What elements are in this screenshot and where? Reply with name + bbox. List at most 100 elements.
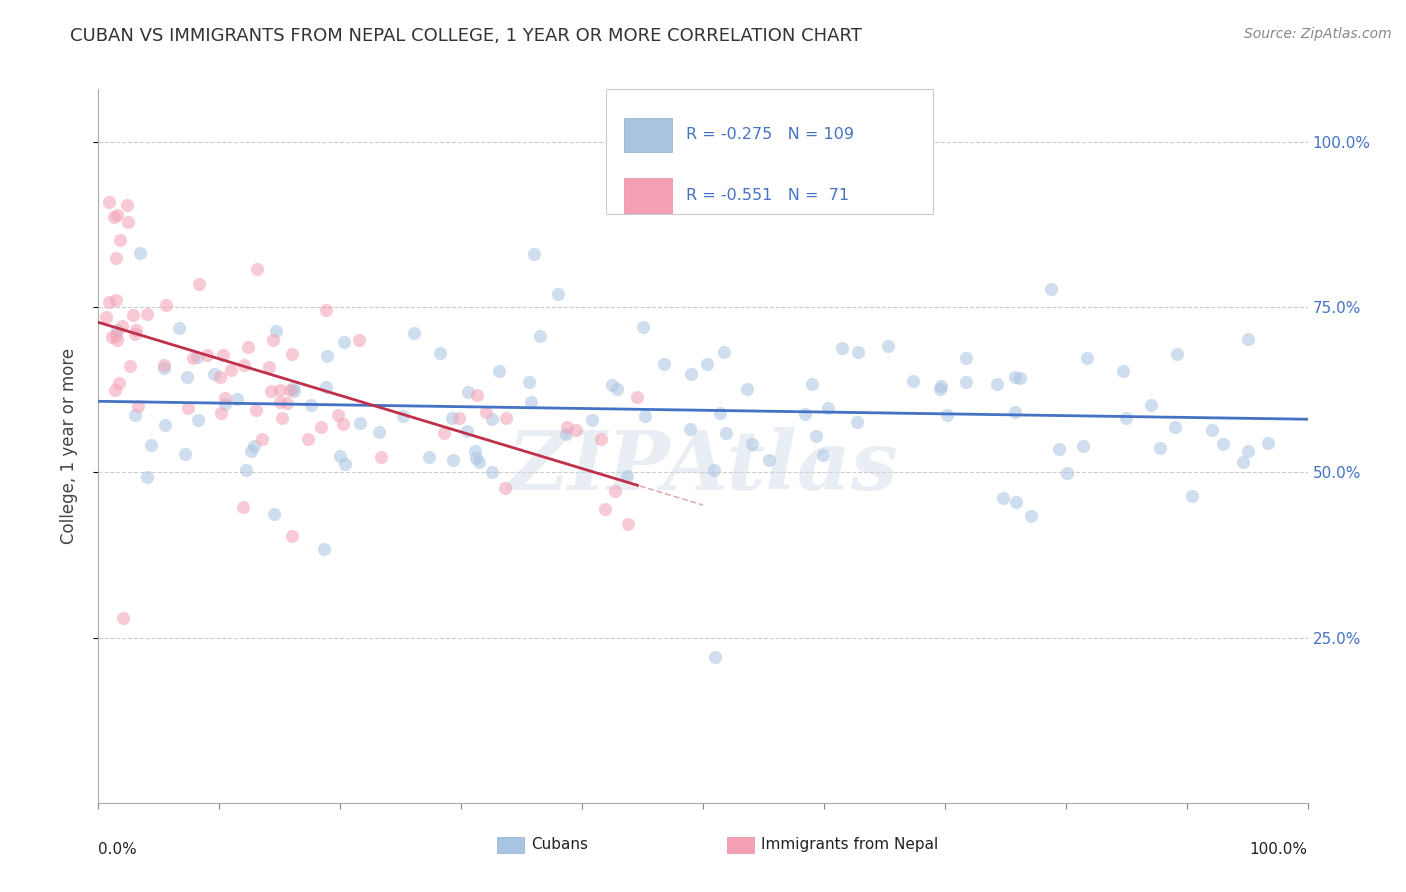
Point <box>242 439 264 453</box>
Point <box>257 359 280 374</box>
Point <box>800 377 823 392</box>
Text: CUBAN VS IMMIGRANTS FROM NEPAL COLLEGE, 1 YEAR OR MORE CORRELATION CHART: CUBAN VS IMMIGRANTS FROM NEPAL COLLEGE, … <box>70 27 862 45</box>
Point <box>103 211 125 225</box>
Point <box>176 369 198 384</box>
Point <box>529 329 551 343</box>
Text: R = -0.275   N = 109: R = -0.275 N = 109 <box>686 128 853 143</box>
Point <box>936 408 959 422</box>
Point <box>139 437 162 451</box>
Point <box>811 448 834 462</box>
Point <box>136 470 159 484</box>
Text: R = -0.551   N =  71: R = -0.551 N = 71 <box>686 188 849 203</box>
Point <box>441 411 464 425</box>
Point <box>845 415 868 429</box>
Point <box>105 327 128 342</box>
Point <box>464 443 486 458</box>
Point <box>735 382 758 396</box>
Point <box>481 412 503 426</box>
Point <box>208 370 231 384</box>
Point <box>1056 466 1078 480</box>
Point <box>565 423 588 437</box>
Point <box>631 320 654 334</box>
Point <box>269 384 291 398</box>
Point <box>986 377 1008 392</box>
Point <box>124 326 146 341</box>
Point <box>831 342 853 356</box>
Point <box>600 377 623 392</box>
Point <box>520 395 543 409</box>
Point <box>269 394 291 409</box>
Point <box>1164 419 1187 434</box>
Point <box>309 419 332 434</box>
Point <box>1071 439 1094 453</box>
Point <box>593 502 616 516</box>
Point <box>457 384 479 399</box>
Point <box>794 407 817 421</box>
Point <box>111 318 134 333</box>
Point <box>468 455 491 469</box>
Point <box>101 329 124 343</box>
Point <box>709 406 731 420</box>
Point <box>1005 495 1028 509</box>
Point <box>281 528 304 542</box>
Point <box>117 198 139 212</box>
Point <box>681 368 703 382</box>
FancyBboxPatch shape <box>606 89 932 214</box>
Point <box>626 390 648 404</box>
Point <box>955 375 977 389</box>
Point <box>1149 442 1171 456</box>
Point <box>108 233 131 247</box>
Point <box>547 287 569 301</box>
Point <box>129 246 152 260</box>
Point <box>429 346 451 360</box>
Y-axis label: College, 1 year or more: College, 1 year or more <box>59 348 77 544</box>
Point <box>634 409 657 423</box>
Point <box>153 418 176 433</box>
Point <box>392 409 415 423</box>
Text: Cubans: Cubans <box>531 838 588 853</box>
Point <box>270 411 292 425</box>
Point <box>475 405 498 419</box>
Point <box>263 507 285 521</box>
Point <box>928 382 950 396</box>
Point <box>347 333 370 347</box>
Point <box>581 413 603 427</box>
Point <box>465 388 488 402</box>
Point <box>1004 370 1026 384</box>
Point <box>316 349 339 363</box>
Point <box>235 462 257 476</box>
Point <box>1004 405 1026 419</box>
Point <box>606 383 628 397</box>
Point <box>991 491 1014 506</box>
Text: Source: ZipAtlas.com: Source: ZipAtlas.com <box>1244 27 1392 41</box>
Point <box>125 323 148 337</box>
Point <box>262 333 284 347</box>
Point <box>111 611 134 625</box>
Point <box>299 399 322 413</box>
Point <box>124 408 146 422</box>
Point <box>105 252 128 266</box>
Point <box>495 410 517 425</box>
Text: 0.0%: 0.0% <box>98 842 138 857</box>
Point <box>245 402 267 417</box>
Bar <box>498 837 524 853</box>
Point <box>465 450 488 465</box>
Point <box>94 310 117 324</box>
Point <box>264 324 287 338</box>
Point <box>209 406 232 420</box>
Point <box>758 452 780 467</box>
Point <box>704 650 727 665</box>
Point <box>104 384 127 398</box>
Point <box>297 432 319 446</box>
Point <box>846 345 869 359</box>
Point <box>236 340 259 354</box>
Text: 100.0%: 100.0% <box>1250 842 1308 857</box>
Point <box>1115 411 1137 425</box>
Point <box>679 422 702 436</box>
Point <box>177 401 200 415</box>
Point <box>333 458 356 472</box>
Point <box>955 351 977 365</box>
Point <box>1201 423 1223 437</box>
Point <box>219 363 242 377</box>
Point <box>1021 508 1043 523</box>
